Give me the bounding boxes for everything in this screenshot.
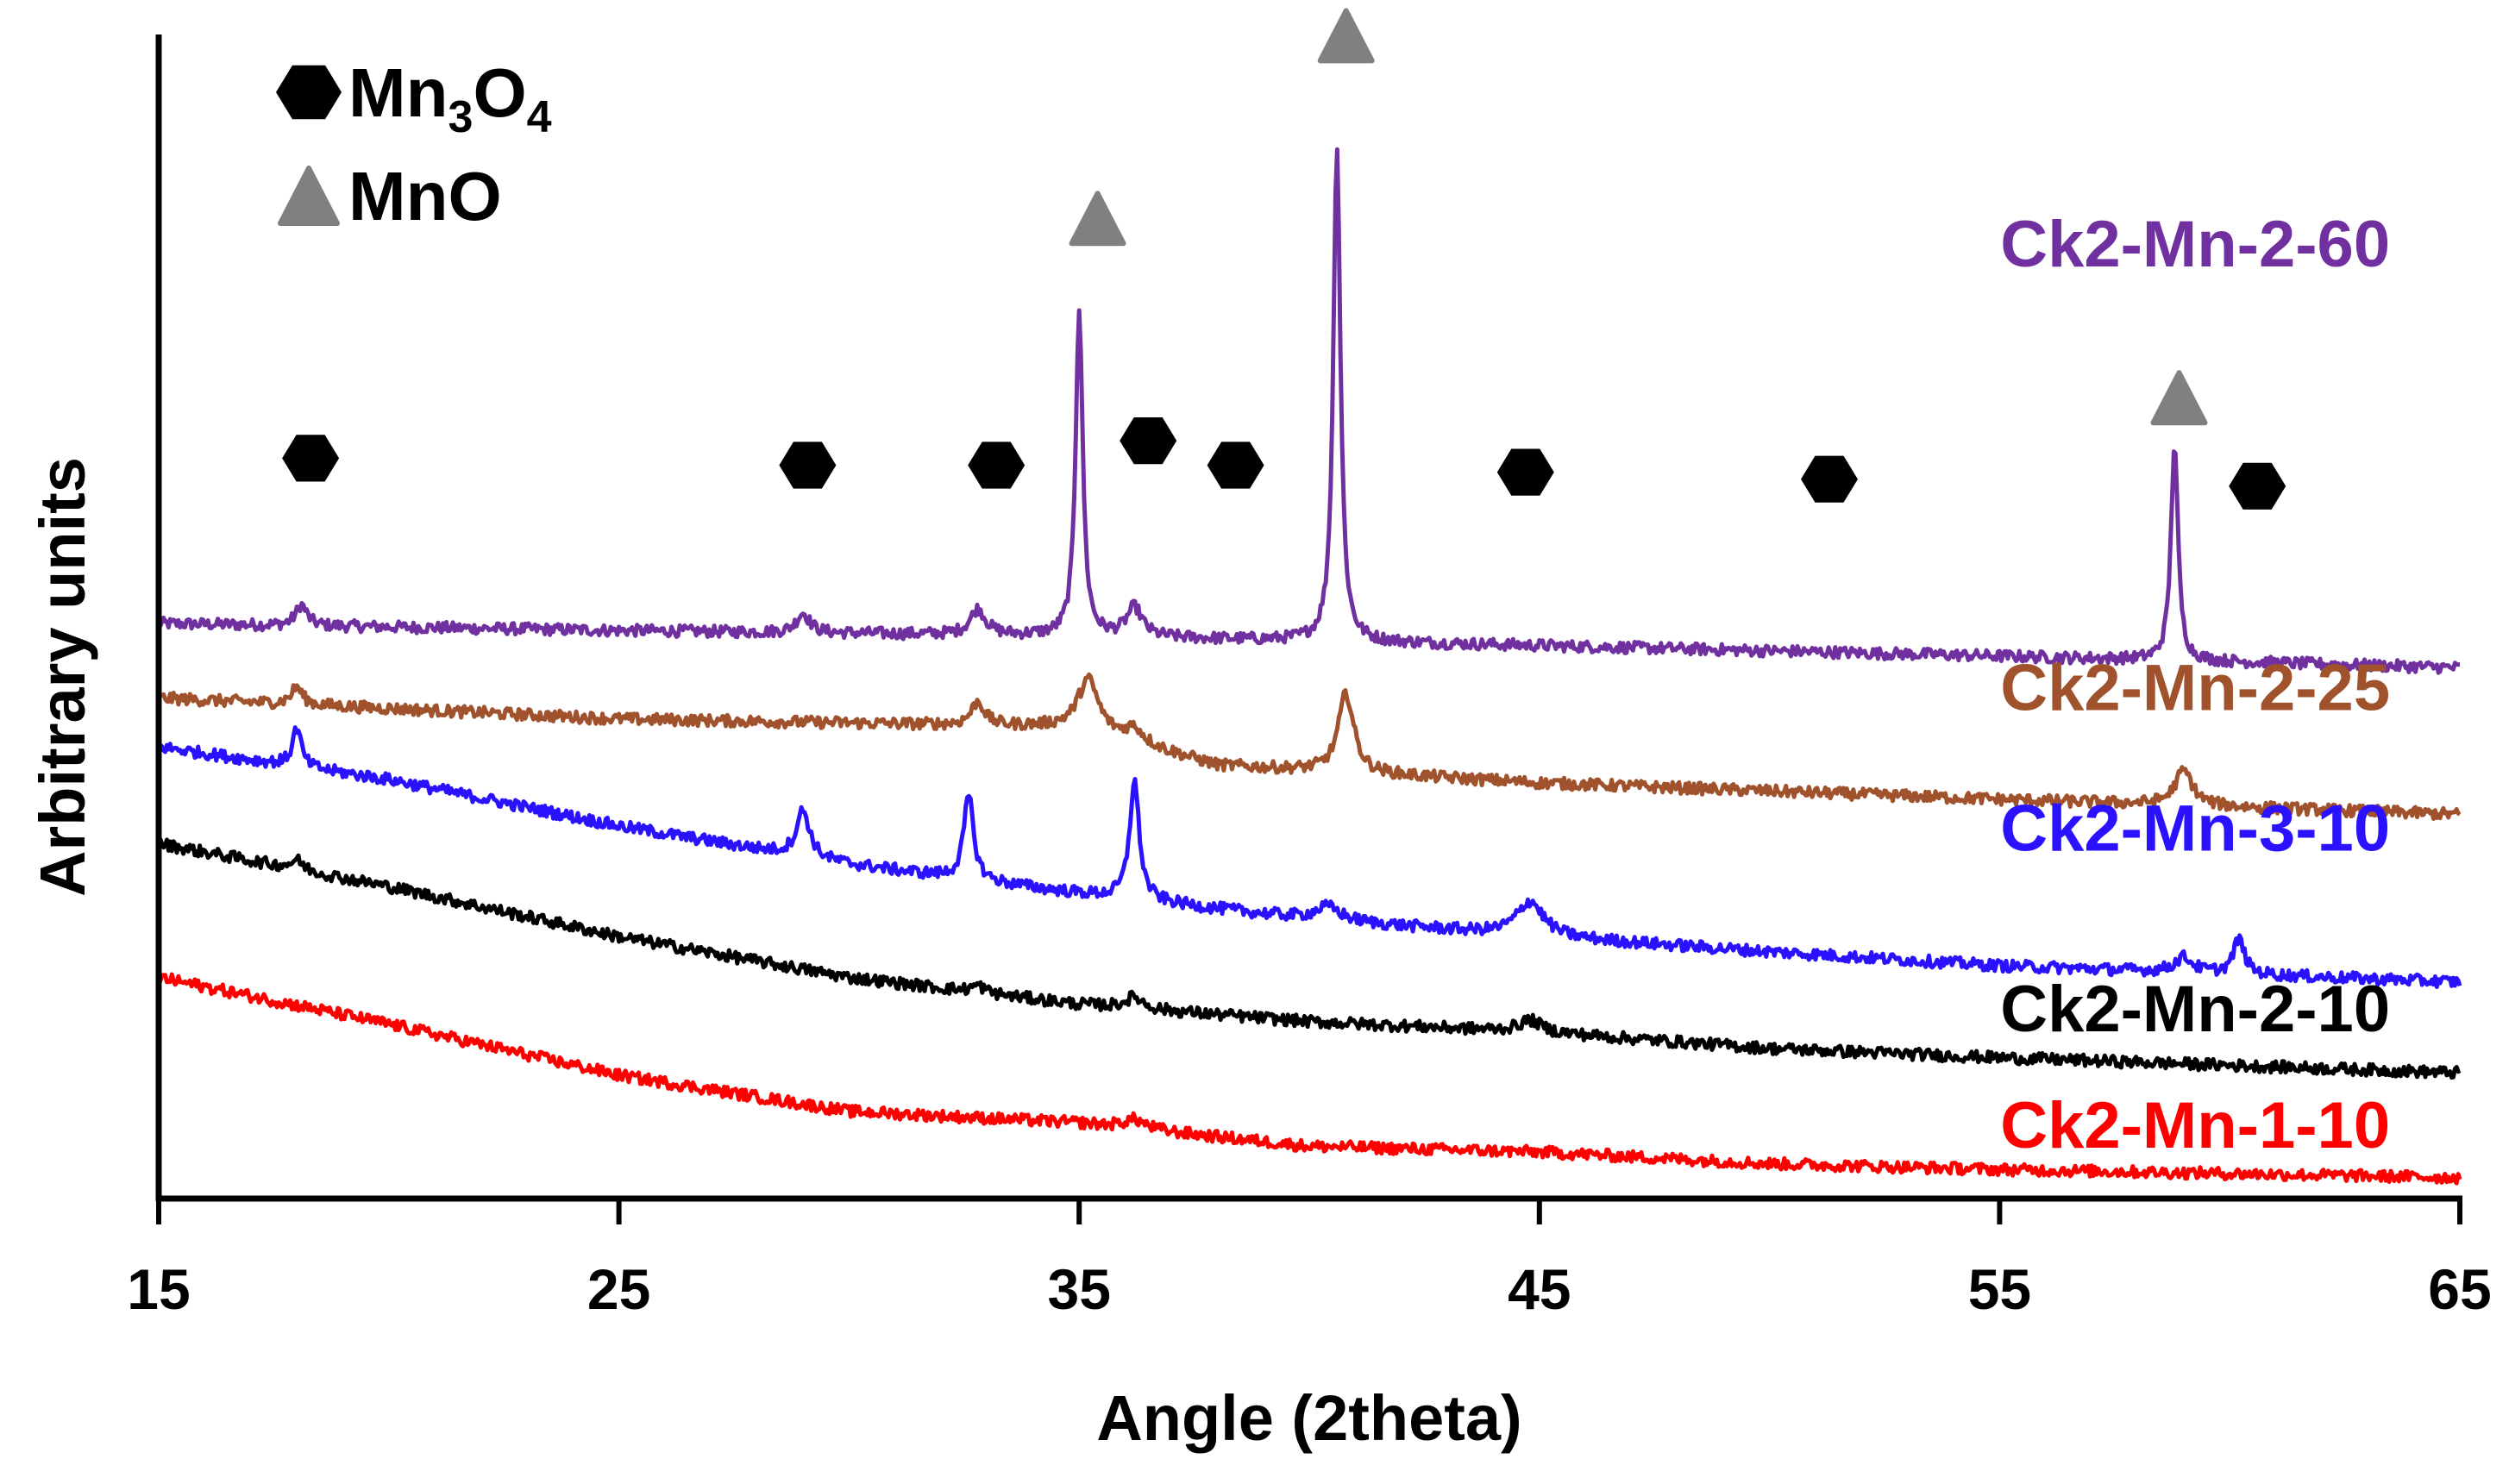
mn3o4-peak-marker [2229,462,2286,510]
mno-peak-marker [1317,8,1375,64]
legend-label: Mn3O4 [348,54,552,142]
series-line-ck2-mn-1-10 [156,972,2462,1186]
mn3o4-peak-marker [968,441,1026,489]
mn3o4-peak-marker [1801,455,1858,503]
x-axis-title: Angle (2theta) [1096,1382,1521,1454]
x-tick-label: 15 [127,1257,190,1321]
peak-marker-layer [282,8,2286,510]
series-label-ck2-mn-2-60: Ck2-Mn-2-60 [2000,208,2390,281]
series-label-ck2-mn-2-25: Ck2-Mn-2-25 [2000,651,2390,724]
series-label-ck2-mn-1-10: Ck2-Mn-1-10 [2000,1089,2390,1162]
x-tick-label: 65 [2428,1257,2491,1321]
mno-peak-marker [2150,370,2208,426]
legend-label: MnO [348,158,502,235]
series-line-ck2-mn-2-25 [156,672,2462,821]
y-axis-title: Arbitrary units [27,457,98,897]
series-label-layer: Ck2-Mn-2-60 Ck2-Mn-2-25 Ck2-Mn-3-10 Ck2-Mn-… [2000,208,2390,1162]
mno-peak-marker [1069,191,1126,247]
legend-hexagon-icon [276,65,342,120]
series-line-ck2-mn-2-10 [156,836,2462,1080]
x-tick-label: 45 [1508,1257,1571,1321]
series-label-ck2-mn-2-10: Ck2-Mn-2-10 [2000,973,2390,1046]
series-line-ck2-mn-2-60 [156,147,2461,675]
mn3o4-peak-marker [1207,441,1264,489]
x-tick-label: 35 [1047,1257,1110,1321]
mn3o4-peak-marker [282,435,340,482]
mn3o4-peak-marker [1120,417,1177,465]
series-line-ck2-mn-3-10 [158,725,2462,989]
x-tick-label: 25 [587,1257,650,1321]
x-tick-label: 55 [1968,1257,2031,1321]
mn3o4-peak-marker [1496,448,1554,496]
legend: Mn3O4 MnO [276,54,552,235]
mn3o4-peak-marker [779,441,837,489]
axes: 15 25 35 45 55 65 Angle (2theta) Arbitrary unit… [27,34,2492,1454]
legend-triangle-icon [278,166,340,226]
series-label-ck2-mn-3-10: Ck2-Mn-3-10 [2000,792,2390,866]
series-layer [156,147,2462,1186]
